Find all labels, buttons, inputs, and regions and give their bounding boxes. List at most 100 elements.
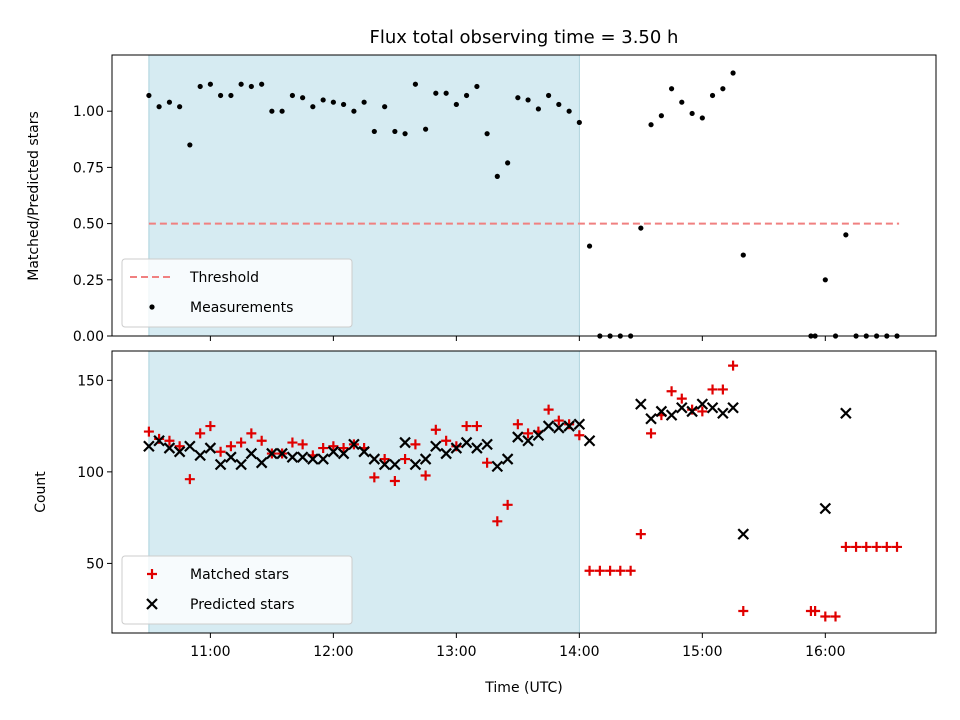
measurement-point — [310, 104, 316, 110]
predicted-star-point — [583, 434, 596, 447]
legend-measurement-swatch — [149, 304, 155, 310]
y-tick-label: 0.75 — [73, 160, 104, 176]
legend: Matched stars Predicted stars — [121, 555, 353, 625]
matched-star-point — [676, 393, 687, 404]
predicted-star-point — [255, 456, 268, 469]
measurement-point — [484, 131, 490, 137]
predicted-star-point — [348, 438, 360, 451]
matched-star-point — [430, 424, 441, 435]
predicted-star-point — [635, 398, 647, 410]
legend-label: Predicted stars — [190, 597, 295, 613]
matched-star-point — [287, 437, 298, 448]
bottom-y-axis-label: Count — [33, 471, 49, 513]
measurement-point — [361, 99, 367, 105]
predicted-star-point — [296, 451, 309, 463]
predicted-star-point — [327, 445, 340, 458]
predicted-star-point — [645, 412, 657, 425]
matched-star-point — [512, 419, 523, 430]
measurement-point — [371, 128, 377, 135]
predicted-star-point — [696, 398, 709, 410]
predicted-star-point — [286, 451, 299, 463]
measurement-point — [351, 108, 357, 114]
predicted-star-point — [430, 440, 442, 452]
legend-matched-swatch — [147, 569, 157, 579]
measurement-point — [515, 95, 521, 101]
matched-star-point — [584, 565, 595, 576]
measurement-point — [187, 142, 193, 148]
measurement-point — [535, 106, 541, 112]
matched-star-point — [615, 565, 626, 576]
measurement-point — [197, 83, 203, 90]
predicted-star-point — [573, 418, 586, 431]
bottom-panel: 50 100 150 11:00 12:00 13:00 14:00 15:00 16:00 Ma… — [77, 350, 937, 660]
predicted-star-point — [184, 440, 196, 452]
matched-star-point — [523, 428, 534, 439]
matched-star-point — [717, 384, 728, 395]
matched-star-point — [861, 541, 872, 552]
top-panel: 0.00 0.25 0.50 0.75 1.00 Threshold Measurement… — [73, 54, 937, 345]
legend-label: Measurements — [190, 300, 293, 316]
matched-star-point — [482, 457, 493, 468]
matched-star-point — [389, 476, 400, 487]
matched-star-point — [246, 428, 257, 439]
legend-label: Threshold — [189, 270, 259, 286]
matched-star-point — [492, 516, 503, 527]
predicted-star-point — [399, 436, 411, 449]
measurement-point — [412, 81, 419, 87]
measurement-point — [443, 90, 449, 96]
measurement-point — [330, 99, 336, 105]
predicted-star-point — [522, 434, 534, 447]
measurement-point — [259, 81, 265, 87]
matched-star-point — [502, 499, 513, 510]
y-tick-label: 150 — [77, 373, 104, 389]
matched-star-point — [225, 441, 236, 452]
predicted-star-point — [143, 440, 155, 452]
predicted-star-point — [471, 442, 483, 454]
measurement-point — [382, 104, 388, 110]
measurement-point — [177, 104, 183, 110]
predicted-star-point — [378, 458, 391, 471]
predicted-star-point — [173, 445, 186, 458]
axes-frame — [111, 350, 937, 634]
measurement-point — [566, 108, 572, 114]
matched-star-point — [471, 421, 482, 432]
matched-star-point — [297, 439, 308, 450]
matched-star-point — [871, 541, 882, 552]
measurement-point — [340, 101, 347, 108]
predicted-star-point — [737, 528, 750, 540]
matched-star-point — [646, 428, 657, 439]
measurement-point — [402, 131, 408, 137]
matched-star-point — [318, 443, 329, 454]
predicted-star-point — [163, 442, 176, 454]
predicted-star-point — [450, 442, 463, 454]
predicted-star-point — [419, 453, 432, 465]
measurement-point — [668, 86, 675, 92]
matched-star-point — [666, 386, 677, 397]
matched-star-point — [369, 472, 380, 483]
predicted-star-point — [225, 451, 237, 463]
predicted-star-point — [686, 405, 698, 418]
measurement-point — [699, 115, 705, 121]
matched-star-point — [738, 606, 749, 617]
measurement-point — [423, 126, 429, 132]
matched-star-point — [697, 406, 708, 417]
y-tick-label: 50 — [86, 556, 104, 572]
measurement-point — [289, 92, 296, 99]
matched-star-point — [410, 439, 421, 450]
matched-star-point — [892, 541, 903, 552]
matched-star-point — [543, 404, 554, 415]
predicted-star-point — [307, 453, 319, 465]
predicted-star-point — [717, 407, 729, 420]
predicted-star-point — [245, 447, 258, 460]
matched-star-point — [851, 541, 862, 552]
measurement-point — [279, 108, 285, 114]
x-tick-label: 13:00 — [436, 644, 476, 660]
x-tick-label: 14:00 — [559, 644, 599, 660]
matched-star-point — [707, 384, 718, 395]
y-tick-label: 100 — [77, 465, 104, 481]
predicted-star-point — [491, 460, 504, 473]
matched-star-point — [328, 441, 339, 452]
predicted-star-point — [501, 453, 514, 465]
measurement-point — [238, 81, 244, 87]
